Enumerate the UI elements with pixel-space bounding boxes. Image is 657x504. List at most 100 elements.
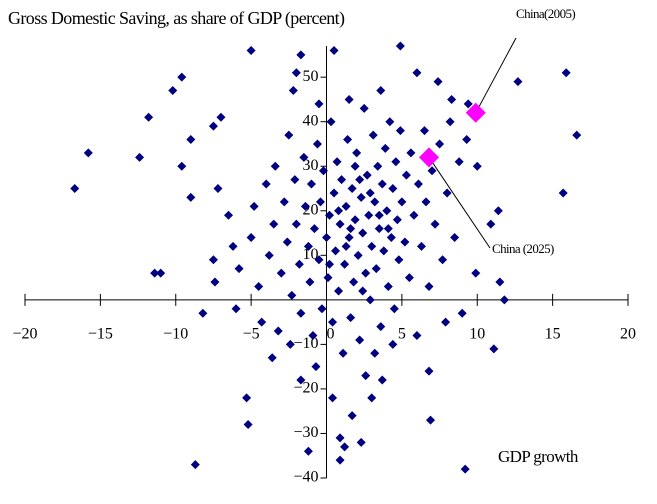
x-tick-label: −20 [12,326,37,343]
point [318,166,328,176]
point [291,219,301,229]
point [326,117,336,127]
point [365,188,375,198]
point [438,255,448,265]
point [493,206,503,216]
annotation: China(2005) [516,6,575,21]
x-tick-label: 20 [620,326,636,343]
point [325,259,335,269]
point [435,139,445,149]
x-axis-label: GDP growth [498,447,579,466]
y-tick-label: −30 [293,424,318,441]
point [224,210,234,220]
point [499,295,509,305]
point [416,241,426,251]
point [383,224,393,234]
point [186,135,196,145]
point [303,241,313,251]
x-tick-label: 5 [398,326,406,343]
point [329,188,339,198]
point [367,393,377,403]
point [156,268,166,278]
point [340,442,350,452]
point [267,353,277,363]
point [424,281,434,291]
y-tick-label: 10 [303,246,319,263]
point [395,126,405,136]
point [190,460,200,470]
x-tick-label: −15 [88,326,113,343]
point [376,322,386,332]
point [412,68,422,78]
point [322,233,331,243]
highlight-point [465,102,486,123]
point [350,215,360,225]
point [314,255,324,265]
point [572,130,582,140]
point [337,175,347,185]
point [561,68,571,78]
point [208,255,218,265]
point [261,179,271,189]
point [371,264,381,274]
point [234,264,244,274]
point [299,152,309,162]
y-tick-label: −10 [293,335,318,352]
point [441,317,451,327]
point [463,99,473,109]
point [243,420,253,430]
point [314,99,324,109]
point [308,330,318,340]
point [83,148,93,158]
point [325,210,335,220]
point [246,45,256,55]
x-tick-label: 10 [469,326,485,343]
point [341,201,351,211]
x-tick-label: 15 [545,326,561,343]
point [270,161,280,171]
y-tick-label: −40 [293,469,318,486]
point [317,304,327,314]
x-tick-label: −5 [243,326,260,343]
point [335,455,345,465]
point [377,375,387,385]
y-tick-label: 30 [303,157,319,174]
point [358,228,368,238]
point [303,446,313,456]
point [445,117,455,127]
point [231,304,241,314]
point [358,286,368,296]
point [291,68,301,78]
point [361,268,371,278]
point [340,259,350,269]
point [424,366,434,376]
point [347,184,357,194]
point [356,192,366,202]
point [246,233,256,243]
point [388,339,398,349]
x-tick-label: −10 [163,326,188,343]
point [208,121,218,131]
point [300,201,310,211]
point [421,197,431,207]
point [489,344,499,354]
point [383,281,393,291]
point [341,241,351,251]
point [343,135,353,145]
point [370,197,380,207]
annotation: China (2025) [492,241,554,256]
point [284,130,294,140]
point [406,148,416,158]
point [346,313,356,323]
point [177,72,187,82]
point [257,317,267,327]
chart-title: Gross Domestic Saving, as share of GDP (… [8,8,345,29]
point [282,237,292,247]
point [373,161,383,171]
x-tick-label: 0 [327,326,335,343]
point [377,179,387,189]
point [296,308,306,318]
point [460,464,470,474]
